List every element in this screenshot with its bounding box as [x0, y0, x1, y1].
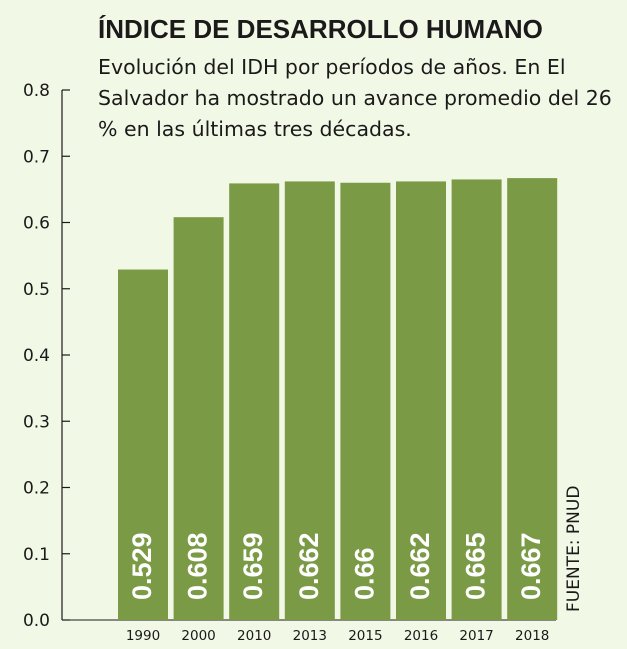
x-tick-label: 2016: [404, 628, 438, 644]
bar-value-label: 0.665: [461, 532, 491, 600]
chart-title: ÍNDICE DE DESARROLLO HUMANO: [98, 14, 543, 44]
x-tick-label: 2017: [459, 628, 493, 644]
bar: [173, 217, 224, 620]
bar-value-label: 0.608: [183, 532, 213, 600]
bar: [340, 182, 391, 620]
y-tick-label: 0.4: [23, 346, 50, 366]
x-tick-label: 2013: [293, 628, 327, 644]
bar-value-label: 0.667: [516, 532, 546, 600]
x-axis-labels: 1990 2000 2010 2013 2015 2016 2017 2018: [126, 628, 550, 644]
bar-value-label: 0.529: [127, 532, 157, 600]
y-tick-label: 0.2: [23, 479, 50, 499]
y-tick-label: 0.0: [23, 611, 50, 631]
y-tick-label: 0.6: [23, 214, 50, 234]
x-tick-label: 2000: [181, 628, 215, 644]
bar-value-label: 0.662: [294, 532, 324, 600]
y-tick-label: 0.7: [23, 147, 50, 167]
bars: 0.529 0.608 0.659 0.662 0.66 0.662 0.665 0.667: [118, 178, 558, 621]
x-tick-label: 2010: [237, 628, 271, 644]
bar: [284, 181, 335, 621]
y-tick-label: 0.1: [23, 545, 50, 565]
x-tick-label: 2018: [515, 628, 549, 644]
y-tick-label: 0.8: [23, 81, 50, 101]
chart-subtitle: Evolución del IDH por períodos de años. …: [98, 55, 612, 141]
y-tick-label: 0.3: [23, 412, 50, 432]
source-label: FUENTE: PNUD: [564, 486, 584, 612]
x-tick-label: 1990: [126, 628, 160, 644]
bar-value-label: 0.659: [238, 532, 268, 600]
bar: [118, 269, 168, 620]
x-tick-label: 2015: [348, 628, 382, 644]
y-tick-label: 0.5: [23, 280, 50, 300]
bar: [451, 179, 502, 620]
bar: [396, 181, 446, 621]
bar: [229, 183, 280, 620]
bar-value-label: 0.66: [349, 547, 379, 600]
bar: [507, 178, 558, 621]
bar-value-label: 0.662: [405, 532, 435, 600]
